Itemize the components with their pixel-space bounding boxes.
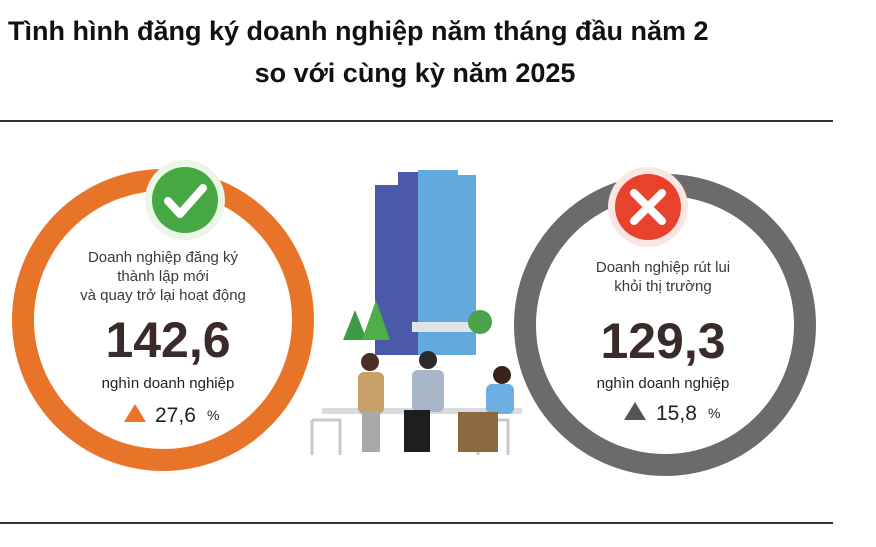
- x-mark: [630, 189, 666, 225]
- panel-unit: nghìn doanh nghiệp: [597, 375, 730, 392]
- panel-label: thành lập mới: [117, 268, 209, 285]
- panel-change: 27,6: [155, 404, 196, 427]
- panel-change-unit: %: [708, 405, 720, 421]
- person-head: [493, 366, 511, 384]
- tree: [362, 300, 390, 340]
- title-line: Tình hình đăng ký doanh nghiệp năm tháng…: [8, 16, 709, 46]
- illustration: [310, 170, 522, 455]
- person-head: [361, 353, 379, 371]
- title-line: so với cùng kỳ năm 2025: [255, 58, 576, 88]
- building: [398, 172, 420, 186]
- chair: [310, 418, 342, 455]
- panel-label: khỏi thị trường: [614, 278, 711, 295]
- person: [458, 412, 498, 452]
- building: [418, 170, 458, 178]
- panel-label: Doanh nghiệp đăng ký: [88, 249, 239, 266]
- check-icon: [152, 167, 218, 233]
- person: [358, 372, 384, 414]
- panel-label: và quay trở lại hoạt động: [80, 287, 246, 304]
- panel-change: 15,8: [656, 402, 697, 425]
- building-base: [412, 322, 480, 332]
- person-head: [419, 351, 437, 369]
- person: [412, 370, 444, 412]
- person: [362, 412, 380, 452]
- person: [404, 410, 430, 452]
- panel-value: 129,3: [600, 313, 725, 369]
- panel-unit: nghìn doanh nghiệp: [102, 375, 235, 392]
- panel-label: Doanh nghiệp rút lui: [596, 259, 730, 276]
- panel-value: 142,6: [105, 312, 230, 368]
- bush: [468, 310, 492, 334]
- check-mark: [164, 184, 207, 218]
- tree: [343, 310, 367, 340]
- panel-change-unit: %: [207, 407, 219, 423]
- up-arrow: [624, 402, 646, 420]
- person: [486, 384, 514, 414]
- up-arrow: [124, 404, 146, 422]
